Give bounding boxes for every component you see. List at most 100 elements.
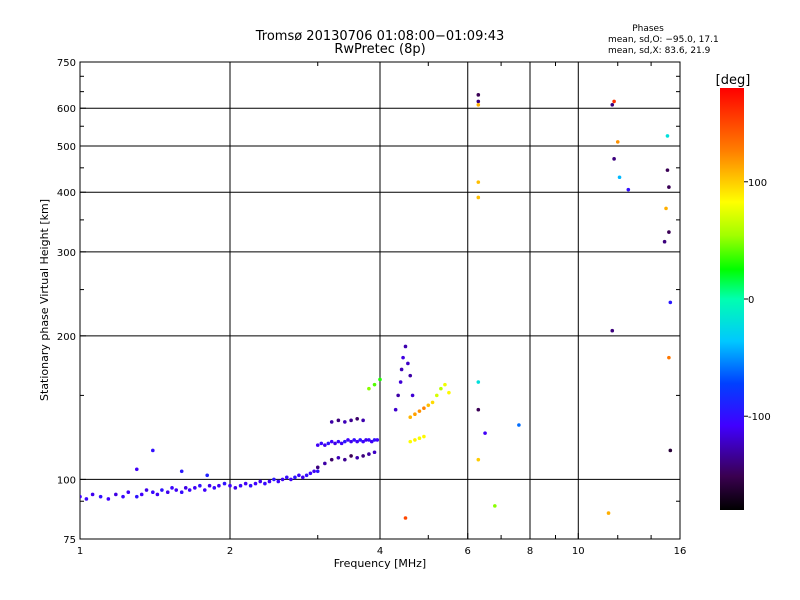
echo-point	[280, 477, 285, 482]
echo-point	[276, 479, 281, 484]
echo-point	[367, 438, 371, 442]
echo-point	[343, 457, 347, 462]
echo-point	[610, 103, 615, 107]
echo-point	[410, 393, 415, 398]
echo-point	[403, 516, 408, 520]
y-tick-label: 600	[57, 104, 76, 115]
tick-labels: 1 2 4 6 8 10 16 75 100 200 300 400 500 600 750	[57, 58, 686, 557]
y-tick-label: 75	[63, 535, 76, 546]
echo-point	[610, 328, 615, 333]
echo-point	[408, 415, 413, 420]
echo-point	[336, 439, 341, 444]
echo-point	[90, 492, 95, 497]
echo-point	[358, 438, 362, 442]
echo-point	[329, 439, 334, 444]
echo-point	[476, 380, 481, 384]
echo-point	[333, 441, 337, 446]
echo-point	[151, 448, 155, 453]
echo-point	[367, 386, 371, 391]
echo-point	[667, 185, 671, 189]
echo-point	[517, 423, 521, 427]
echo-point	[179, 490, 184, 495]
colorbar-label: [deg]	[716, 73, 751, 88]
echo-point	[243, 481, 248, 486]
echo-point	[253, 481, 258, 486]
echo-point	[349, 454, 353, 458]
echo-point	[238, 483, 243, 488]
echo-point	[349, 418, 353, 423]
echo-point	[443, 382, 447, 387]
echo-point	[263, 481, 267, 486]
echo-point	[198, 483, 202, 488]
echo-point	[476, 180, 481, 184]
echo-point	[284, 475, 289, 480]
y-tick-label: 200	[57, 332, 76, 343]
axis-ticks	[79, 61, 681, 540]
echo-point	[202, 488, 207, 492]
colorbar-tick-label: -100	[748, 412, 771, 423]
echo-point	[258, 479, 263, 484]
echo-point	[329, 457, 334, 462]
echo-point	[205, 473, 209, 478]
echo-point	[297, 473, 301, 478]
echo-point	[134, 467, 139, 472]
echo-point	[217, 483, 221, 488]
y-tick-label: 400	[57, 188, 76, 199]
echo-point	[315, 465, 320, 470]
y-tick-label: 100	[57, 475, 76, 486]
echo-point	[476, 407, 481, 412]
echo-point	[179, 469, 184, 474]
echo-point	[336, 455, 341, 460]
y-axis-label: Stationary phase Virtual Height [km]	[38, 199, 51, 401]
echo-point	[339, 441, 344, 446]
echo-point	[665, 168, 670, 172]
echo-point	[606, 511, 611, 515]
echo-point	[664, 206, 668, 211]
echo-point	[293, 475, 297, 480]
echo-point	[617, 175, 622, 180]
echo-point	[417, 409, 422, 413]
echo-point	[144, 488, 149, 492]
echo-point	[233, 486, 238, 490]
echo-point	[304, 473, 309, 478]
echo-point	[98, 494, 103, 499]
echo-point	[369, 439, 374, 444]
echo-point	[393, 407, 398, 412]
colorbar-tick-label: 100	[748, 178, 767, 189]
echo-point	[476, 457, 481, 462]
echo-point	[447, 390, 451, 395]
echo-point	[378, 377, 382, 382]
echo-point	[312, 469, 316, 474]
x-tick-label: 2	[227, 546, 233, 557]
echo-point	[476, 195, 481, 200]
echo-point	[319, 441, 324, 446]
echo-point	[343, 439, 347, 444]
echo-point	[476, 99, 481, 104]
echo-point	[207, 483, 212, 488]
y-tick-label: 500	[57, 142, 76, 153]
echo-point	[272, 477, 276, 482]
echo-point	[615, 140, 620, 144]
echo-point	[417, 436, 422, 441]
colorbar-ticks: 100 0 -100	[744, 178, 771, 423]
colorbar-tick-label: 0	[748, 295, 754, 306]
echo-point	[139, 492, 144, 497]
echo-point	[315, 469, 320, 474]
echo-point	[422, 434, 426, 439]
echo-point	[372, 438, 377, 442]
echo-point	[375, 438, 380, 442]
x-tick-label: 16	[674, 546, 687, 557]
echo-point	[121, 494, 125, 499]
echo-point	[248, 483, 253, 488]
echo-point	[430, 400, 435, 405]
echo-point	[165, 490, 170, 495]
echo-point	[155, 492, 160, 497]
echo-point	[355, 455, 359, 460]
echo-point	[329, 420, 334, 424]
echo-point	[665, 134, 670, 138]
x-axis-label: Frequency [MHz]	[334, 557, 426, 570]
echo-point	[483, 431, 487, 435]
phases-legend-o: mean, sd,O: −95.0, 17.1	[608, 35, 719, 45]
echo-point	[422, 406, 426, 411]
